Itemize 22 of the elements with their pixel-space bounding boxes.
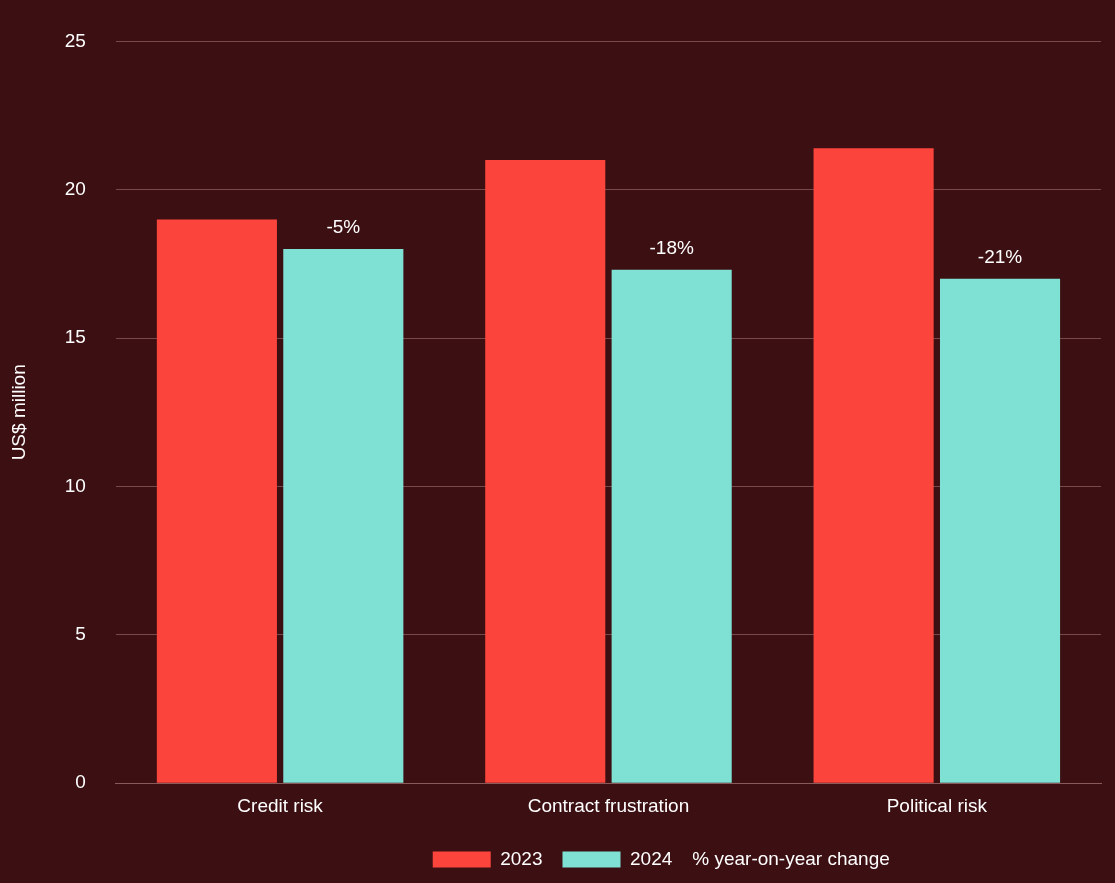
legend-label: 2024 — [630, 847, 673, 869]
y-tick-label: 5 — [75, 623, 86, 645]
annotation: -5% — [326, 215, 361, 237]
x-tick-label: Political risk — [886, 794, 988, 816]
y-tick-label: 20 — [64, 177, 86, 199]
legend-label: 2023 — [500, 847, 543, 869]
y-axis-title: US$ million — [7, 364, 29, 461]
bar — [485, 160, 606, 783]
text: % year-on-year change — [692, 847, 890, 869]
bar — [156, 219, 277, 783]
bar — [283, 249, 404, 783]
y-tick-label: 25 — [64, 29, 86, 51]
bar — [611, 269, 732, 783]
bar — [939, 278, 1061, 783]
y-tick-label: 10 — [64, 474, 86, 496]
y-tick-label: 15 — [64, 326, 86, 348]
annotation: -18% — [649, 236, 694, 258]
bar — [813, 148, 934, 783]
x-tick-label: Contract frustration — [527, 794, 690, 816]
x-tick-label: Credit risk — [237, 794, 324, 816]
annotation: -21% — [977, 245, 1023, 267]
y-tick-label: 0 — [75, 771, 86, 793]
